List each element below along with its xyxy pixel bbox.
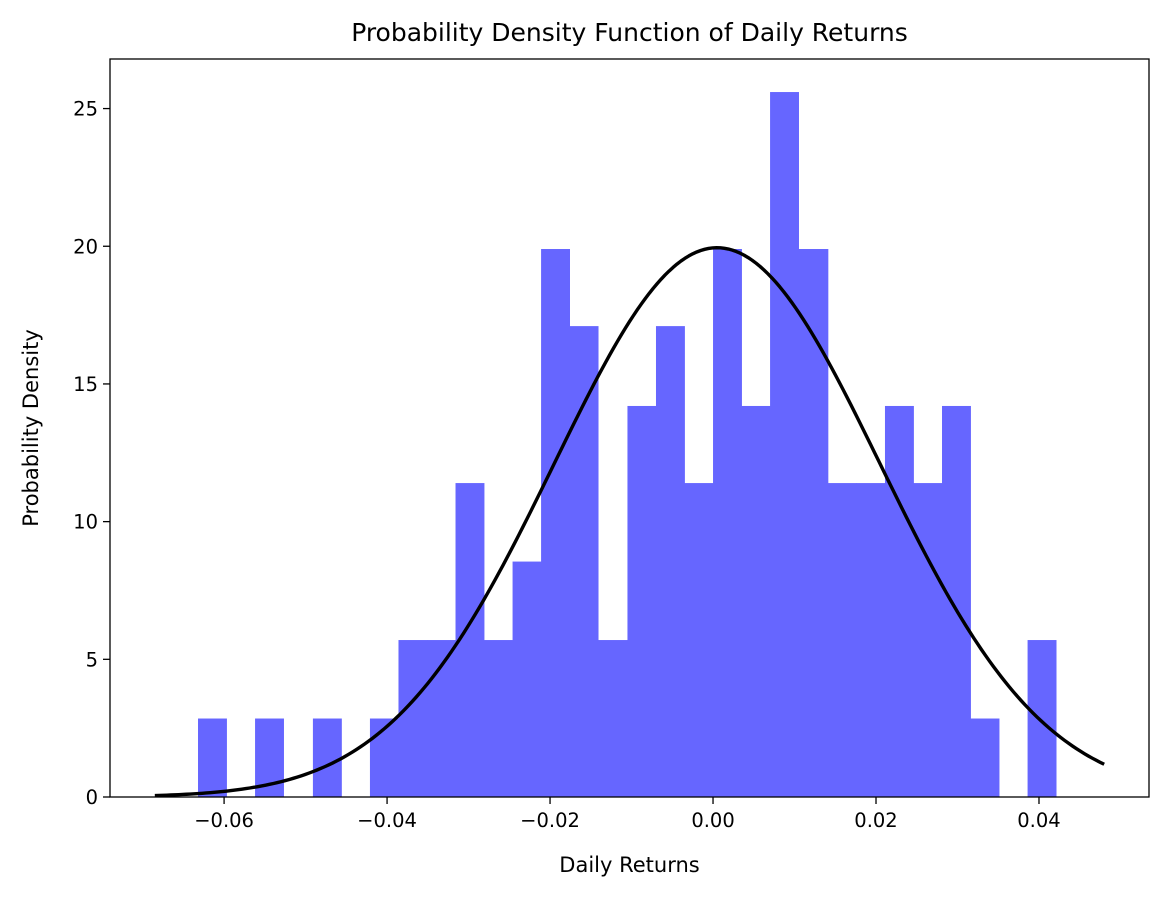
x-tick-label: −0.02 <box>520 809 580 832</box>
histogram-bar <box>942 405 971 797</box>
y-axis-label: Probability Density <box>19 329 43 527</box>
histogram-bar <box>655 326 685 797</box>
chart-title: Probability Density Function of Daily Re… <box>351 18 908 47</box>
x-axis-label: Daily Returns <box>559 853 699 877</box>
x-tick-label: −0.04 <box>357 809 417 832</box>
histogram-bar <box>484 640 513 797</box>
y-tick-label: 0 <box>86 786 98 809</box>
histogram-bar <box>741 405 771 797</box>
histogram-bar <box>398 640 428 797</box>
histogram-bar <box>913 483 943 797</box>
histogram-bar <box>1027 640 1057 797</box>
histogram-bar <box>770 92 799 798</box>
x-axis-ticks: −0.06 −0.04 −0.02 0.00 0.02 0.04 <box>194 797 1061 832</box>
histogram-bar <box>541 249 570 797</box>
histogram-bar <box>627 405 657 797</box>
histogram-bar <box>856 483 886 797</box>
histogram-bar <box>312 718 342 797</box>
y-tick-label: 10 <box>73 511 98 534</box>
y-tick-label: 15 <box>73 373 98 396</box>
histogram-bar <box>684 483 714 797</box>
x-tick-label: 0.00 <box>691 809 734 832</box>
plot-frame <box>109 58 1150 798</box>
y-tick-label: 25 <box>73 98 98 121</box>
x-tick-label: 0.02 <box>854 809 897 832</box>
histogram-bar <box>512 561 542 797</box>
histogram-bar <box>827 483 857 797</box>
histogram-bar <box>884 405 914 797</box>
histogram-bar <box>713 249 742 797</box>
y-tick-label: 20 <box>73 235 98 258</box>
histogram-bar <box>970 718 1000 797</box>
x-tick-label: 0.04 <box>1017 809 1060 832</box>
histogram-bar <box>798 249 829 797</box>
histogram-bar <box>598 640 628 797</box>
histogram-bars <box>198 92 1057 798</box>
y-tick-label: 5 <box>86 648 98 671</box>
histogram-bar <box>569 326 599 797</box>
y-axis-ticks: 0 5 10 15 20 25 <box>73 98 110 809</box>
pdf-curve-line <box>154 246 1105 798</box>
histogram-bar <box>369 718 399 797</box>
x-tick-label: −0.06 <box>194 809 254 832</box>
pdf-curve-layer <box>154 246 1105 798</box>
histogram-bar <box>198 718 227 797</box>
